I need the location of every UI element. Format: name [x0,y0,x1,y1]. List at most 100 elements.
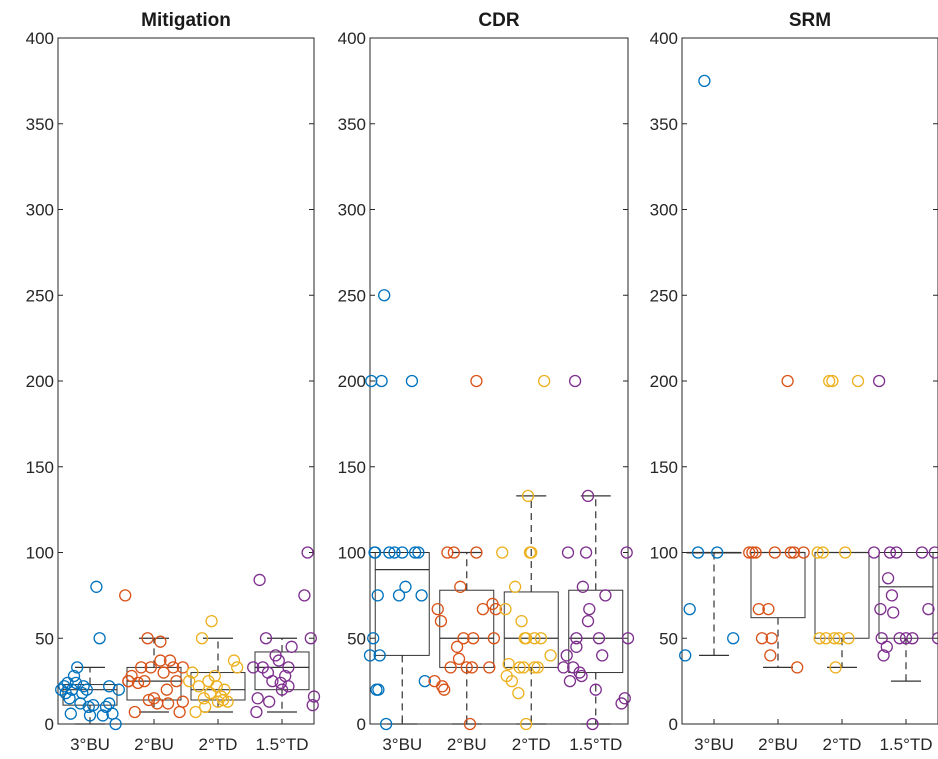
point-2°BU [141,632,154,645]
point-2°TD [513,661,526,674]
point-3°BU [109,717,122,731]
point-2°TD [199,700,212,713]
point-3°BU [363,649,377,662]
point-2°TD [826,374,839,388]
point-1.5°TD [881,572,895,585]
point-1.5°TD [575,669,588,683]
point-1.5°TD [906,632,919,645]
point-2°BU [755,632,769,645]
point-2°BU [135,661,148,674]
point-1.5°TD [560,649,573,662]
point-2°TD [210,680,223,693]
point-3°BU [90,580,103,593]
point-1.5°TD [259,632,273,645]
x-tick-label: 2°BU [758,735,798,754]
point-2°BU [119,589,132,602]
point-1.5°TD [883,546,897,559]
point-2°BU [144,661,157,674]
point-3°BU [373,649,386,662]
box-3°BU [686,551,742,657]
point-3°BU [711,546,724,559]
point-1.5°TD [304,632,317,645]
point-3°BU [418,674,431,688]
point-2°TD [183,674,196,688]
point-2°BU [762,602,775,616]
point-1.5°TD [592,632,606,645]
point-2°TD [508,580,522,593]
point-2°TD [829,661,842,674]
point-2°BU [465,661,479,674]
point-1.5°TD [563,674,577,688]
y-tick-label: 300 [26,201,54,220]
point-3°BU [378,289,391,302]
point-3°BU [375,374,388,388]
point-3°BU [412,546,425,559]
y-tick-label: 250 [26,286,54,305]
point-1.5°TD [618,692,631,705]
point-2°TD [828,632,841,645]
y-tick-label: 100 [650,544,678,563]
point-2°BU [154,654,167,667]
y-tick-label: 300 [650,201,678,220]
y-tick-label: 150 [338,458,366,477]
point-3°BU [61,676,74,689]
point-1.5°TD [557,661,570,674]
point-3°BU [96,709,109,722]
point-3°BU [82,700,95,713]
point-1.5°TD [307,690,321,703]
panel-title: Mitigation [141,10,231,31]
point-3°BU [63,692,76,705]
point-2°BU [752,602,765,616]
y-tick-label: 200 [26,372,54,391]
point-2°BU [768,546,781,559]
point-1.5°TD [250,705,263,719]
point-2°BU [746,546,759,559]
point-2°BU [454,580,467,593]
box-1.5°TD [878,552,934,682]
point-1.5°TD [272,654,285,667]
point-3°BU [77,680,90,693]
point-2°TD [851,374,865,388]
x-tick-label: 1.5°TD [879,735,932,754]
x-tick-label: 3°BU [694,735,734,754]
y-tick-label: 50 [35,629,54,648]
panel-title: CDR [478,10,519,31]
point-2°TD [205,614,218,628]
box-1.5°TD [254,637,310,713]
point-2°BU [122,674,135,688]
point-3°BU [405,374,419,388]
axes-frame [369,37,629,725]
panel-mitigation: Mitigation 0 50 100 150 200 250 300 350 400 3°BU 2°… [26,10,321,754]
point-1.5°TD [599,589,612,602]
point-3°BU [64,707,77,720]
point-2°BU [784,546,797,559]
y-tick-label: 200 [650,372,678,391]
point-2°BU [441,546,454,559]
point-2°TD [204,686,217,700]
point-2°TD [523,546,537,559]
point-2°BU [176,695,189,708]
x-tick-label: 3°BU [382,735,422,754]
box-3°BU [374,552,430,725]
x-tick-label: 2°TD [512,735,551,754]
point-3°BU [388,546,401,559]
point-2°TD [502,657,515,671]
point-2°BU [749,546,762,559]
point-2°TD [515,614,528,628]
box-rect [254,651,310,691]
point-1.5°TD [282,661,295,674]
panel-cdr: CDR 0 50 100 150 200 250 300 350 400 3°BU 2°BU 2°TD 1… [338,10,635,754]
point-2°TD [531,661,544,674]
point-2°TD [216,693,230,707]
point-1.5°TD [874,602,887,616]
point-2°BU [161,697,175,710]
point-1.5°TD [589,683,602,696]
point-2°TD [813,632,826,645]
x-tick-label: 3°BU [70,735,110,754]
point-2°TD [544,649,557,662]
axes-frame [57,37,315,725]
point-2°BU [154,635,167,648]
point-2°TD [528,661,541,674]
point-3°BU [99,700,113,713]
